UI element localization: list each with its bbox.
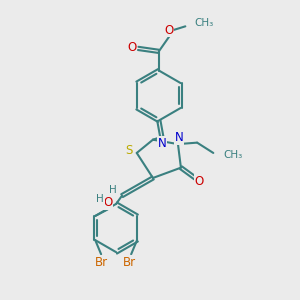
- Text: O: O: [103, 196, 113, 209]
- Text: N: N: [175, 131, 184, 144]
- Text: CH₃: CH₃: [224, 150, 243, 160]
- Text: H: H: [96, 194, 104, 204]
- Text: O: O: [127, 41, 136, 54]
- Text: Br: Br: [123, 256, 136, 269]
- Text: H: H: [109, 185, 116, 195]
- Text: O: O: [195, 175, 204, 188]
- Text: O: O: [164, 24, 174, 37]
- Text: Br: Br: [95, 256, 108, 269]
- Text: CH₃: CH₃: [194, 18, 213, 28]
- Text: N: N: [158, 137, 167, 150]
- Text: S: S: [125, 144, 132, 157]
